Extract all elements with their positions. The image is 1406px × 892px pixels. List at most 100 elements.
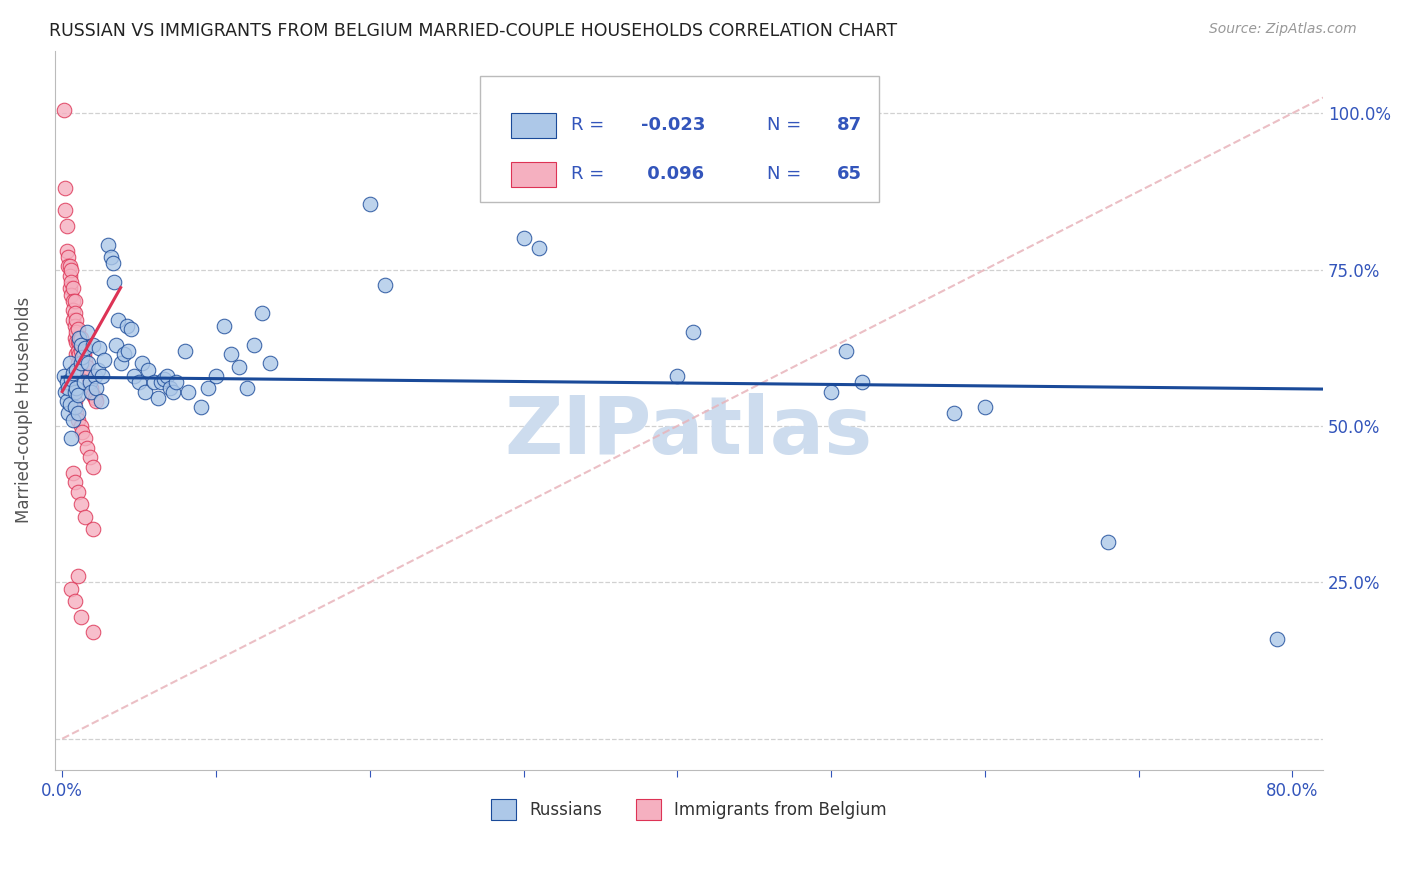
Text: 65: 65	[837, 166, 862, 184]
Point	[820, 384, 842, 399]
Point	[101, 256, 124, 270]
FancyBboxPatch shape	[512, 112, 555, 138]
Point	[93, 353, 115, 368]
Point	[67, 334, 90, 349]
Point	[1097, 534, 1119, 549]
Point	[53, 181, 76, 195]
Point	[124, 368, 146, 383]
Point	[69, 343, 91, 358]
Point	[165, 375, 187, 389]
Point	[69, 356, 91, 370]
Point	[1265, 632, 1288, 646]
Point	[62, 312, 84, 326]
FancyBboxPatch shape	[512, 161, 555, 187]
Point	[60, 275, 83, 289]
Point	[152, 372, 174, 386]
Point	[97, 237, 120, 252]
Point	[80, 384, 103, 399]
Point	[58, 250, 80, 264]
Point	[107, 312, 129, 326]
Point	[79, 375, 101, 389]
Point	[75, 432, 97, 446]
Point	[162, 384, 184, 399]
Legend: Russians, Immigrants from Belgium: Russians, Immigrants from Belgium	[485, 793, 893, 826]
Point	[65, 407, 87, 421]
Point	[60, 432, 83, 446]
Point	[177, 384, 200, 399]
Point	[75, 341, 97, 355]
Point	[149, 375, 172, 389]
Point	[86, 362, 108, 376]
Point	[56, 394, 79, 409]
Point	[65, 362, 87, 376]
Point	[79, 450, 101, 465]
Point	[82, 459, 104, 474]
Point	[69, 497, 91, 511]
Text: 0.096: 0.096	[641, 166, 704, 184]
Point	[82, 522, 104, 536]
Point	[63, 401, 86, 415]
Point	[134, 384, 156, 399]
Point	[73, 375, 96, 389]
Point	[105, 337, 128, 351]
Point	[66, 322, 89, 336]
Point	[58, 407, 80, 421]
Point	[62, 413, 84, 427]
Point	[73, 347, 96, 361]
Point	[91, 368, 114, 383]
Point	[69, 356, 91, 370]
Point	[66, 343, 89, 358]
Text: N =: N =	[768, 117, 807, 135]
Point	[190, 401, 212, 415]
Text: -0.023: -0.023	[641, 117, 704, 135]
Point	[120, 322, 142, 336]
Point	[131, 356, 153, 370]
Point	[59, 281, 82, 295]
Point	[60, 372, 83, 386]
Point	[79, 375, 101, 389]
Point	[128, 375, 150, 389]
Point	[69, 419, 91, 434]
Point	[53, 384, 76, 399]
Point	[943, 407, 966, 421]
Point	[76, 441, 98, 455]
Point	[52, 368, 75, 383]
Point	[66, 413, 89, 427]
Point	[66, 407, 89, 421]
Point	[76, 325, 98, 339]
Point	[63, 306, 86, 320]
Point	[117, 343, 139, 358]
Point	[374, 278, 396, 293]
Point	[52, 103, 75, 117]
Point	[70, 425, 93, 440]
Point	[75, 509, 97, 524]
Point	[90, 394, 112, 409]
Point	[527, 241, 550, 255]
Point	[56, 244, 79, 258]
Point	[143, 375, 166, 389]
Text: 87: 87	[837, 117, 862, 135]
Text: R =: R =	[571, 166, 610, 184]
Point	[682, 325, 704, 339]
Point	[63, 594, 86, 608]
Point	[56, 219, 79, 233]
Point	[77, 368, 100, 383]
Point	[65, 334, 87, 349]
Point	[59, 356, 82, 370]
Point	[228, 359, 250, 374]
Point	[69, 337, 91, 351]
Point	[63, 318, 86, 333]
Point	[66, 387, 89, 401]
Text: N =: N =	[768, 166, 807, 184]
Point	[62, 466, 84, 480]
Point	[82, 387, 104, 401]
Point	[66, 484, 89, 499]
Point	[973, 401, 995, 415]
Point	[851, 375, 873, 389]
Point	[250, 306, 273, 320]
Point	[205, 368, 228, 383]
Point	[69, 331, 91, 345]
Point	[243, 337, 266, 351]
Point	[67, 331, 90, 345]
Point	[66, 334, 89, 349]
